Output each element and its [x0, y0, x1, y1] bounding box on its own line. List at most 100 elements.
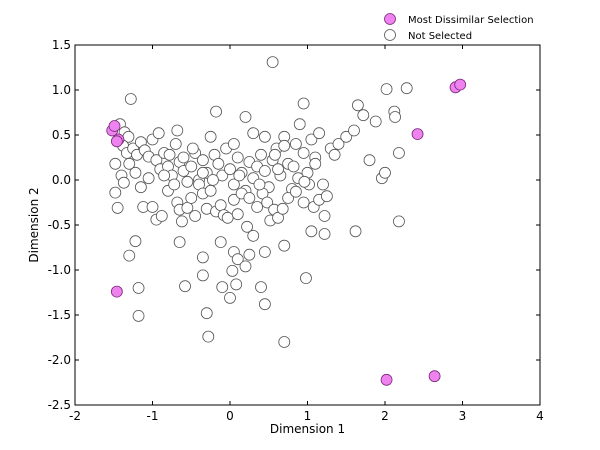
unselected-point: [216, 281, 229, 294]
x-axis-ticks: -2 -1 0 1 2 3 4: [69, 45, 544, 423]
x-tick-label: 2: [381, 409, 389, 423]
unselected-point: [239, 111, 252, 123]
unselected-point: [351, 99, 364, 112]
unselected-point: [212, 157, 225, 170]
unselected-point: [129, 166, 142, 179]
unselected-point: [196, 166, 209, 179]
selected-point: [411, 128, 424, 141]
unselected-point: [171, 124, 184, 137]
unselected-point: [233, 169, 246, 182]
selected-point: [380, 373, 393, 386]
unselected-point: [258, 298, 271, 311]
unselected-point: [251, 201, 264, 213]
unselected-point: [289, 138, 302, 150]
unselected-point: [163, 148, 176, 161]
y-axis-ticks: -2.5 -2.0 -1.5 -1.0 -0.5 0.0 0.5 1.0 1.5: [48, 38, 540, 412]
unselected-point: [289, 185, 302, 198]
y-tick-label: -2.5: [48, 398, 71, 412]
unselected-point: [357, 109, 370, 122]
unselected-point: [241, 220, 253, 233]
unselected-point: [266, 56, 279, 68]
unselected-point: [177, 151, 190, 164]
unselected-point: [168, 178, 181, 191]
legend: Most Dissimilar Selection Not Selected: [384, 13, 534, 42]
unselected-point: [318, 210, 331, 222]
unselected-point: [269, 148, 281, 161]
unselected-point: [349, 225, 362, 238]
unselected-point: [328, 148, 341, 161]
unselected-point: [186, 142, 199, 155]
unselected-point: [117, 176, 130, 189]
unselected-point: [111, 201, 124, 214]
legend-marker: [384, 29, 396, 41]
legend-label: Most Dissimilar Selection: [408, 15, 534, 26]
unselected-point: [142, 172, 155, 185]
unselected-point: [258, 246, 271, 258]
unselected-point: [176, 215, 188, 228]
unselected-point: [258, 130, 271, 143]
unselected-point: [243, 248, 256, 261]
unselected-point: [231, 253, 244, 266]
unselected-point: [272, 163, 284, 176]
unselected-point: [247, 229, 260, 242]
unselected-point: [224, 291, 236, 304]
unselected-point: [261, 196, 274, 209]
unselected-point: [109, 186, 122, 199]
unselected-point: [243, 192, 256, 204]
y-tick-label: -1.0: [48, 263, 71, 277]
unselected-point: [173, 236, 186, 249]
unselected-point: [300, 272, 312, 285]
unselected-point: [348, 124, 360, 137]
selected-point: [108, 120, 121, 132]
unselected-point: [231, 151, 244, 164]
unselected-point: [276, 202, 289, 215]
selected-point: [110, 285, 123, 298]
unselected-point: [297, 147, 310, 159]
unselected-point: [400, 82, 413, 95]
unselected-point: [298, 175, 311, 188]
unselected-point: [282, 192, 295, 204]
x-axis-label: Dimension 1: [270, 422, 345, 436]
unselected-point: [363, 154, 376, 167]
y-tick-label: -2.0: [48, 353, 71, 367]
unselected-point: [123, 157, 136, 170]
unselected-point: [305, 225, 318, 238]
unselected-point: [227, 178, 240, 191]
unselected-point: [247, 127, 260, 140]
unselected-point: [227, 193, 240, 206]
unselected-point: [340, 130, 353, 143]
unselected-point: [207, 174, 219, 186]
unselected-point: [189, 210, 202, 222]
unselected-point: [231, 208, 244, 221]
unselected-point: [393, 215, 405, 228]
unselected-point: [224, 163, 236, 176]
unselected-point: [179, 280, 191, 293]
unselected-point: [124, 93, 137, 105]
unselected-point: [369, 115, 382, 128]
selected-point: [454, 78, 467, 91]
unselected-point: [227, 138, 240, 150]
unselected-point: [380, 83, 393, 95]
unselected-point: [221, 211, 234, 224]
x-tick-label: 4: [536, 409, 544, 423]
unselected-point: [132, 309, 145, 322]
unselected-point: [389, 111, 401, 123]
y-tick-label: 0.5: [52, 128, 71, 142]
unselected-point: [305, 133, 318, 146]
unselected-point: [293, 118, 306, 131]
unselected-point: [253, 178, 266, 191]
unselected-point: [129, 235, 142, 248]
unselected-point: [204, 130, 217, 143]
unselected-point: [152, 127, 165, 140]
unselected-point: [320, 190, 333, 203]
unselected-point: [255, 148, 267, 161]
unselected-point: [379, 166, 391, 179]
unselected-point: [214, 236, 227, 249]
unselected-point: [109, 157, 122, 170]
x-tick-label: 1: [304, 409, 312, 423]
selected-point: [110, 135, 123, 148]
unselected-point: [313, 127, 326, 140]
x-tick-label: -2: [69, 409, 81, 423]
plot-frame: [74, 44, 541, 406]
